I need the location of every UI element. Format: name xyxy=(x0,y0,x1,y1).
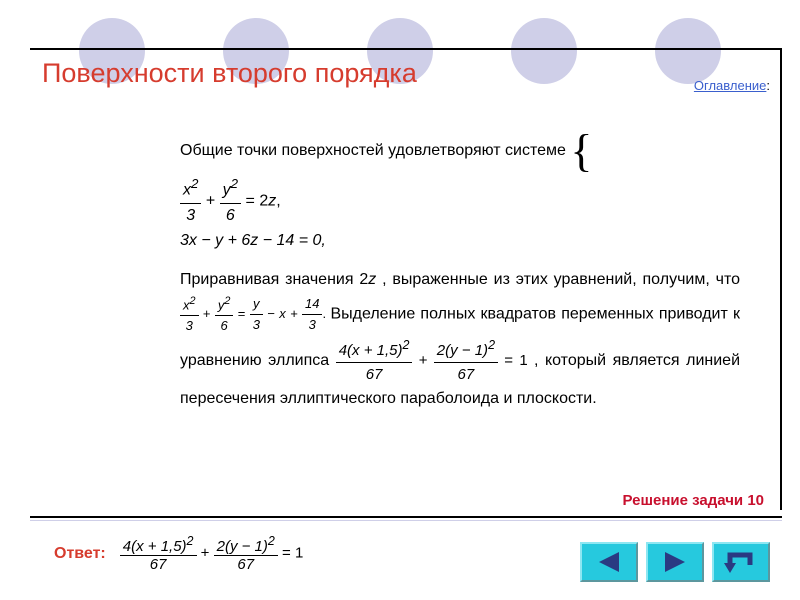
return-icon xyxy=(724,549,758,575)
nav-prev-button[interactable] xyxy=(580,542,638,582)
content-body: Общие точки поверхностей удовлетворяют с… xyxy=(180,128,740,411)
equation-system: { xyxy=(570,128,594,174)
answer-row: Ответ: 4(x + 1,5)267 + 2(y − 1)267 = 1 xyxy=(54,534,303,573)
answer-equation: 4(x + 1,5)267 + 2(y − 1)267 = 1 xyxy=(120,534,304,573)
text-p2b: , выраженные из этих уравнений, получим,… xyxy=(376,271,740,288)
toc-link[interactable]: Оглавление xyxy=(694,78,766,93)
nav-return-button[interactable] xyxy=(712,542,770,582)
toc-colon: : xyxy=(766,78,770,93)
page-title: Поверхности второго порядка xyxy=(42,58,417,89)
equation-inline: x23 + y26 = y3 − x + 143. xyxy=(180,306,330,321)
triangle-left-icon xyxy=(595,550,623,574)
text-p2a: Приравнивая значения 2 xyxy=(180,271,368,288)
triangle-right-icon xyxy=(661,550,689,574)
divider-main xyxy=(30,516,782,518)
solution-label: Решение задачи 10 xyxy=(623,492,764,509)
nav-next-button[interactable] xyxy=(646,542,704,582)
answer-label: Ответ: xyxy=(54,545,106,563)
text-intro: Общие точки поверхностей удовлетворяют с… xyxy=(180,142,566,159)
divider-sub xyxy=(30,520,782,521)
toc-link-row: Оглавление: xyxy=(694,78,770,93)
equation-ellipse: 4(x + 1,5)267 + 2(y − 1)267 = 1 xyxy=(336,352,534,369)
nav-buttons xyxy=(580,542,770,582)
